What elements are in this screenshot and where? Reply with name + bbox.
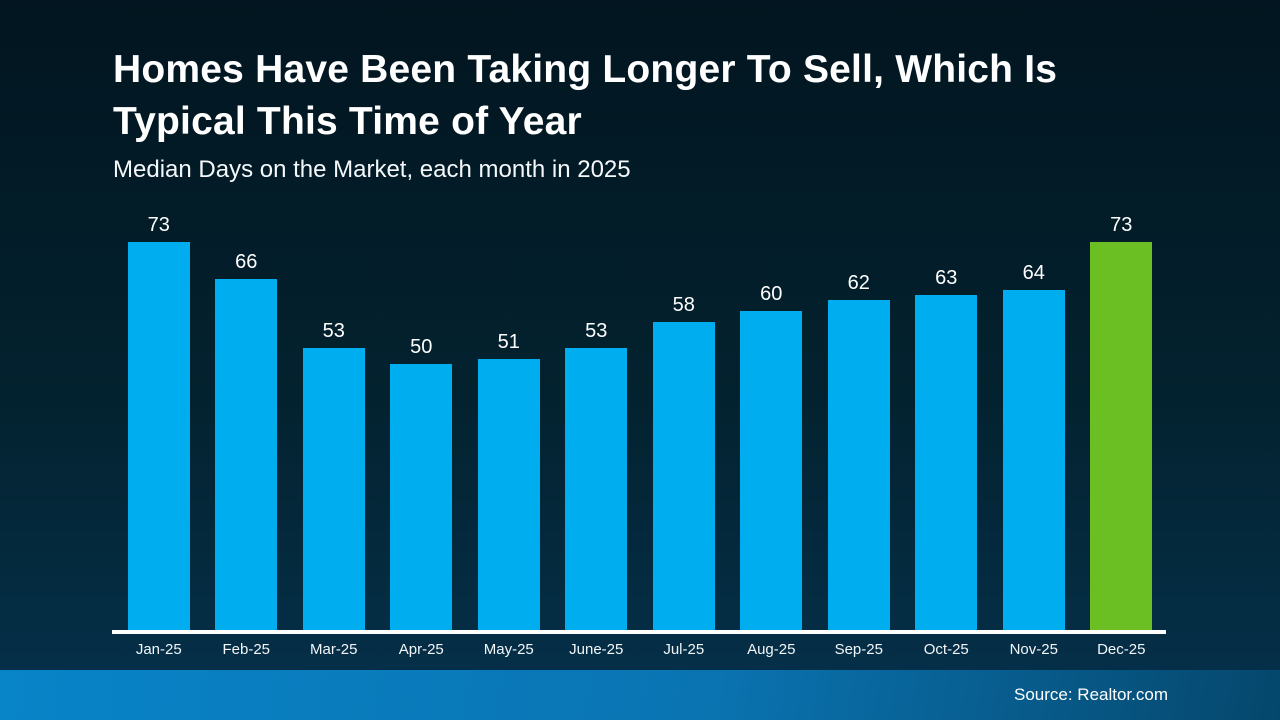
bar-value-label: 62 [847, 272, 870, 294]
bar-value-label: 63 [935, 267, 958, 289]
bar-cell: 73 [1078, 210, 1166, 630]
title-block: Homes Have Been Taking Longer To Sell, W… [113, 44, 1057, 185]
x-tick-label: Jan-25 [135, 641, 182, 658]
x-tick-label: Dec-25 [1097, 641, 1146, 658]
bar-cell: 66 [203, 210, 291, 630]
bar [302, 348, 365, 630]
bar-value-label: 64 [1022, 262, 1045, 284]
bar [652, 322, 715, 630]
bar-value-label: 53 [585, 320, 608, 342]
x-tick-label: Sep-25 [834, 641, 883, 658]
bar [915, 295, 978, 630]
x-tick-label: Jul-25 [663, 641, 705, 658]
bar-value-label: 66 [235, 251, 258, 273]
bar [565, 348, 628, 630]
bar [827, 300, 890, 630]
bar-cell: 64 [990, 210, 1078, 630]
bar [477, 359, 540, 630]
bar-cell: 53 [290, 210, 378, 630]
bars-container: 73 66 53 50 51 53 58 60 62 63 64 73 [115, 210, 1165, 630]
x-axis-line [112, 630, 1166, 634]
bar [390, 364, 453, 630]
bar-cell: 50 [378, 210, 466, 630]
bar-cell: 73 [115, 210, 203, 630]
x-tick-label: Mar-25 [309, 641, 358, 658]
page-title-line2: Typical This Time of Year [113, 100, 582, 143]
bar [215, 279, 278, 630]
bar-cell: 51 [465, 210, 553, 630]
x-tick-label: Nov-25 [1009, 641, 1058, 658]
x-tick-label: May-25 [483, 641, 534, 658]
bar-value-label: 50 [410, 336, 433, 358]
bar-cell: 62 [815, 210, 903, 630]
x-tick-label: Feb-25 [222, 641, 271, 658]
footer-strip: Source: Realtor.com [0, 670, 1280, 720]
bar-highlighted [1090, 242, 1153, 630]
x-tick-label: June-25 [569, 641, 624, 658]
bar-value-label: 73 [1110, 214, 1133, 236]
source-label: Source: Realtor.com [1013, 685, 1168, 704]
x-tick-label: Oct-25 [923, 641, 969, 658]
bar-cell: 58 [640, 210, 728, 630]
bar-value-label: 51 [497, 331, 520, 353]
bar [127, 242, 190, 630]
x-tick-label: Aug-25 [747, 641, 796, 658]
x-axis-labels: Jan-25 Feb-25 Mar-25 Apr-25 May-25 June-25 Jul… [115, 641, 1165, 659]
bar-cell: 63 [903, 210, 991, 630]
chart-subtitle: Median Days on the Market, each month in… [113, 156, 631, 183]
bar-value-label: 60 [760, 283, 783, 305]
bar [740, 311, 803, 630]
bar-value-label: 53 [322, 320, 345, 342]
page-title-line1: Homes Have Been Taking Longer To Sell, W… [113, 48, 1058, 91]
bar-cell: 60 [728, 210, 816, 630]
bar [1002, 290, 1065, 630]
bar-value-label: 58 [672, 294, 695, 316]
bar-chart: 73 66 53 50 51 53 58 60 62 63 64 73 Jan-25 Feb-25 Mar… [112, 210, 1166, 658]
x-tick-label: Apr-25 [398, 641, 444, 658]
page-title: Homes Have Been Taking Longer To Sell, W… [113, 44, 1057, 148]
bar-value-label: 73 [147, 214, 170, 236]
bar-cell: 53 [553, 210, 641, 630]
